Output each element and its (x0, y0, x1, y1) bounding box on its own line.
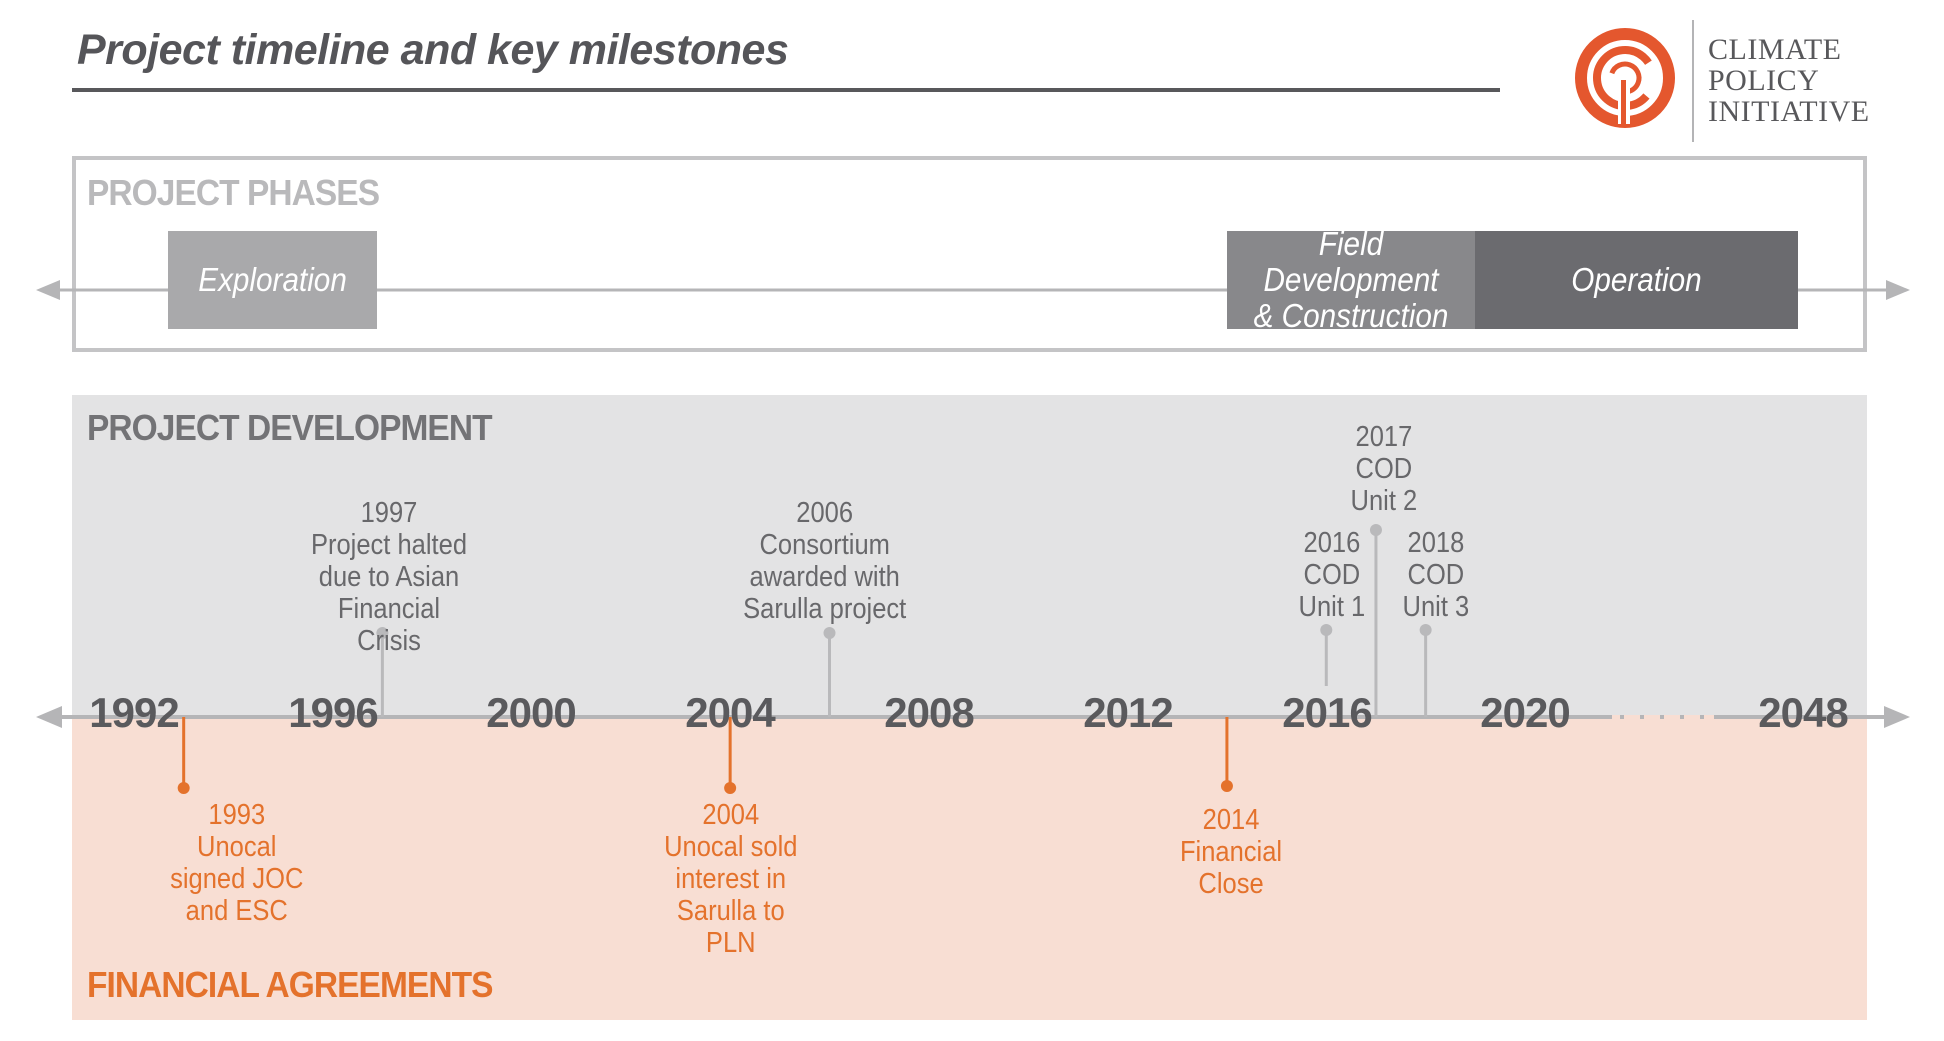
phases-axis-left-arrow (36, 280, 60, 300)
phase-field-development: Field Development & Construction (1227, 226, 1475, 334)
year-label: 2048 (1758, 689, 1848, 736)
development-dot (1419, 624, 1432, 636)
event-2016-text: 2016 COD Unit 1 (1298, 527, 1366, 623)
time-axis-right-arrow (1884, 706, 1910, 728)
climate-policy-initiative-logo-icon (1568, 18, 1680, 141)
time-axis-left-arrow (36, 706, 62, 728)
phase-operation: Operation (1475, 231, 1798, 329)
event-2018-text: 2018 COD Unit 3 (1402, 527, 1470, 623)
phase-exploration-label: Exploration (198, 261, 347, 298)
year-label: 1992 (89, 689, 179, 736)
financial-section-label: FINANCIAL AGREEMENTS (87, 964, 493, 1005)
page-title: Project timeline and key milestones (77, 26, 789, 74)
development-dot (1320, 624, 1333, 636)
event-2017-text: 2017 COD Unit 2 (1350, 421, 1418, 517)
year-label: 2020 (1480, 689, 1570, 736)
logo-line-3: INITIATIVE (1708, 95, 1870, 128)
logo-text: CLIMATE POLICY INITIATIVE (1708, 34, 1870, 127)
year-label: 2004 (685, 689, 775, 736)
development-dot (376, 627, 389, 639)
development-event-text: 2006 Consortium awarded with Sarulla pro… (730, 497, 920, 625)
development-dot (1369, 524, 1382, 536)
event-1993-text: 1993 Unocal signed JOC and ESC (170, 799, 304, 927)
year-label: 2016 (1282, 689, 1372, 736)
event-1997-text: 1997 Project halted due to Asian Financi… (310, 497, 468, 657)
year-label: 2008 (884, 689, 974, 736)
development-band (72, 395, 1867, 715)
financial-dot (1220, 780, 1233, 792)
event-2004-text: 2004 Unocal sold interest in Sarulla to … (664, 799, 798, 959)
financial-event-text: 2014 Financial Close (1136, 804, 1326, 900)
financial-band (72, 715, 1867, 1020)
development-section-label: PROJECT DEVELOPMENT (87, 407, 493, 448)
phases-axis-right-arrow (1886, 280, 1910, 300)
phase-exploration: Exploration (168, 231, 377, 329)
logo-line-2: POLICY (1708, 64, 1820, 97)
development-event-text: 1997 Project halted due to Asian Financi… (294, 497, 484, 657)
event-2014-text: 2014 Financial Close (1179, 804, 1283, 900)
logo-divider (1692, 20, 1694, 142)
event-2006-text: 2006 Consortium awarded with Sarulla pro… (743, 497, 907, 625)
phase-field-development-label: Field Development & Construction (1253, 225, 1449, 334)
development-event-text: 2018 COD Unit 3 (1341, 527, 1531, 623)
financial-event-text: 2004 Unocal sold interest in Sarulla to … (636, 799, 826, 959)
phases-section-label: PROJECT PHASES (87, 172, 380, 213)
year-label: 1996 (288, 689, 378, 736)
financial-dot (724, 782, 737, 794)
development-dot (823, 627, 836, 639)
development-event-text: 2016 COD Unit 1 (1237, 527, 1427, 623)
financial-dot (177, 782, 190, 794)
phase-operation-label: Operation (1571, 261, 1702, 298)
financial-event-text: 1993 Unocal signed JOC and ESC (142, 799, 332, 927)
year-label: 2012 (1083, 689, 1173, 736)
development-event-text: 2017 COD Unit 2 (1289, 421, 1479, 517)
logo-line-1: CLIMATE (1708, 33, 1842, 66)
phases-box (72, 156, 1867, 352)
year-label: 2000 (486, 689, 576, 736)
title-rule (72, 88, 1500, 92)
